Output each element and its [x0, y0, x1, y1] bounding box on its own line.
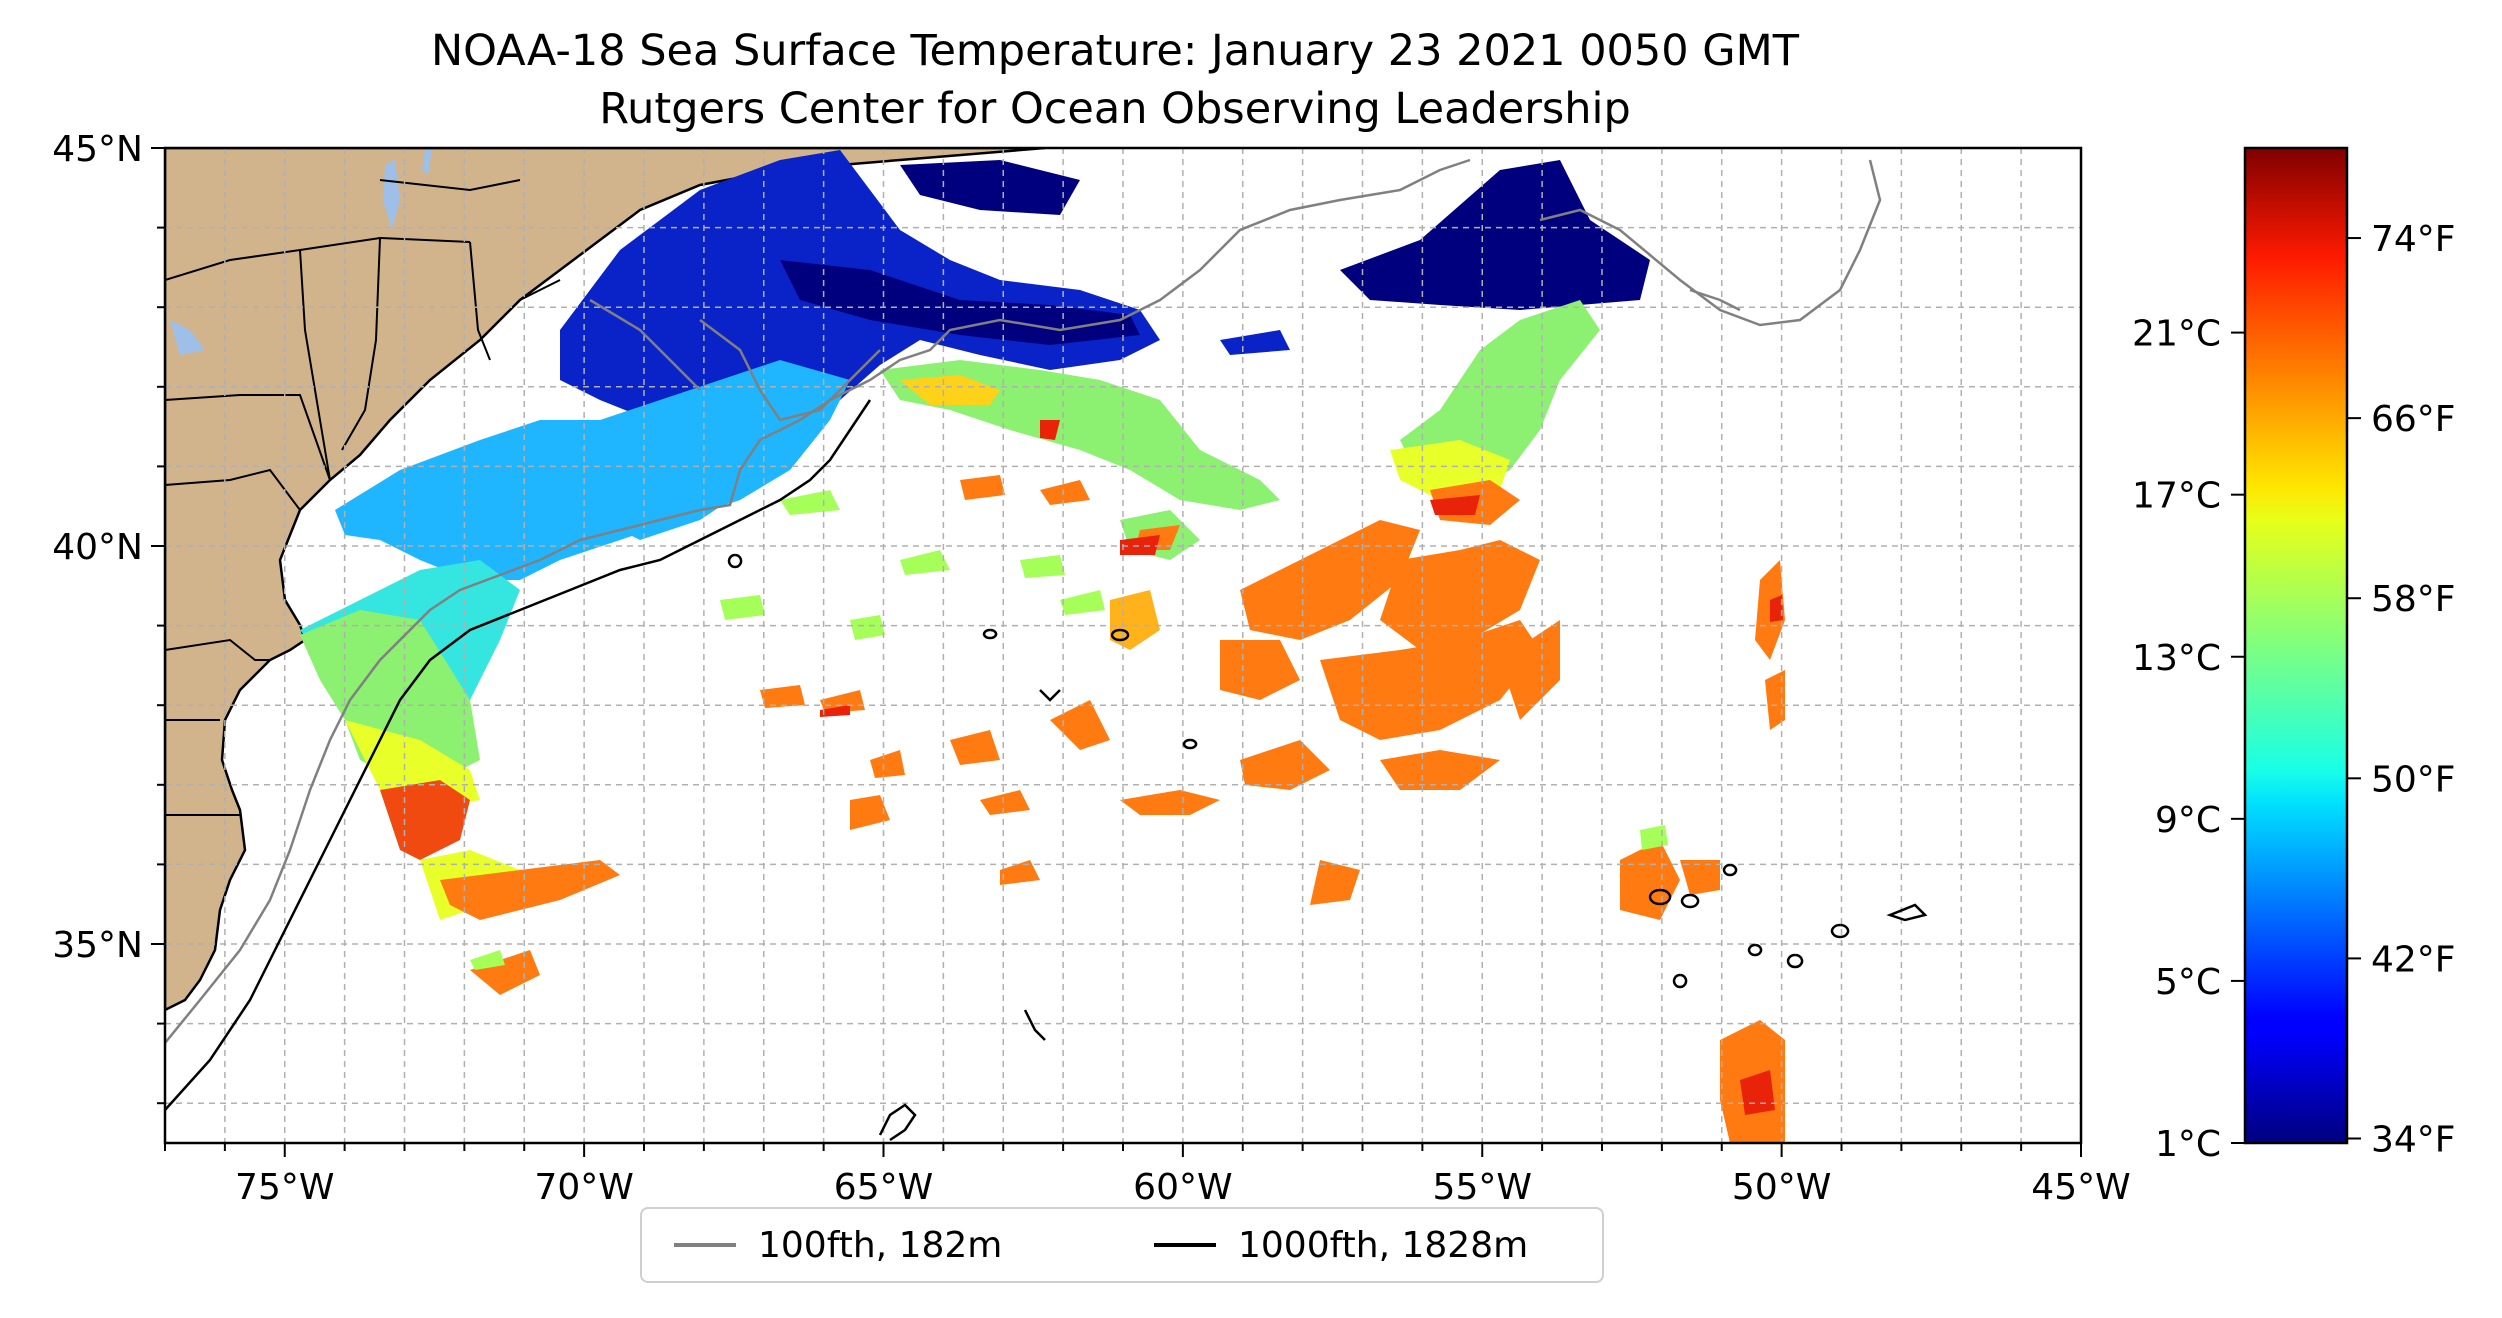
celsius-tick-label: 9°C — [2155, 800, 2221, 841]
latitude-ticks: 35°N 40°N 45°N — [52, 129, 165, 1105]
sst-patch — [440, 860, 620, 920]
sst-patch — [600, 420, 780, 540]
lake — [422, 150, 432, 175]
lat-tick-label: 40°N — [52, 527, 143, 568]
lake — [383, 160, 400, 230]
map-axes: 75°W 70°W 65°W 60°W 55°W 50°W 45°W 35°N 40°N 45°… — [52, 129, 2130, 1208]
sst-patch — [900, 375, 1000, 405]
fahrenheit-ticks: 34°F 42°F 50°F 58°F 66°F 74°F — [2347, 219, 2456, 1160]
sst-patch — [900, 160, 1080, 215]
longitude-ticks: 75°W 70°W 65°W 60°W 55°W 50°W 45°W — [164, 1143, 2131, 1208]
lon-tick-label: 45°W — [2031, 1167, 2130, 1208]
chart-title: NOAA-18 Sea Surface Temperature: January… — [431, 26, 1799, 76]
legend-line-black — [1154, 1243, 1216, 1247]
sst-patch — [380, 780, 470, 860]
hot-patches — [820, 420, 1783, 1115]
celsius-tick-label: 1°C — [2155, 1124, 2221, 1165]
warm-patches — [760, 475, 1785, 1143]
lon-tick-label: 55°W — [1433, 1167, 1532, 1208]
land-mass — [165, 148, 1046, 1012]
sst-patch — [780, 260, 1140, 345]
map-content — [165, 148, 2081, 1143]
sst-patch — [470, 950, 540, 995]
sst-patch — [300, 610, 480, 780]
state-borders — [165, 179, 561, 816]
lon-tick-label: 75°W — [235, 1167, 334, 1208]
celsius-tick-label: 17°C — [2132, 476, 2221, 517]
lake — [170, 320, 205, 355]
sst-patch — [1220, 330, 1290, 355]
celsius-tick-label: 5°C — [2155, 962, 2221, 1003]
legend-label: 1000fth, 1828m — [1238, 1224, 1529, 1266]
fahrenheit-tick-label: 58°F — [2371, 579, 2456, 620]
sst-patch — [1340, 160, 1650, 310]
fahrenheit-tick-label: 42°F — [2371, 939, 2456, 980]
legend-item-100fth: 100fth, 182m — [674, 1209, 1002, 1281]
fahrenheit-tick-label: 50°F — [2371, 759, 2456, 800]
lat-tick-label: 45°N — [52, 129, 143, 170]
legend-item-1000fth: 1000fth, 1828m — [1154, 1209, 1528, 1281]
colorbar: 1°C 5°C 9°C 13°C 17°C 21°C 34°F 42°F 50°F 58°F 66… — [2132, 146, 2456, 1165]
mild-patches — [470, 490, 1668, 970]
chart-subtitle: Rutgers Center for Ocean Observing Leade… — [599, 84, 1631, 134]
celsius-tick-label: 21°C — [2132, 314, 2221, 355]
lon-tick-label: 70°W — [534, 1167, 633, 1208]
celsius-ticks: 1°C 5°C 9°C 13°C 17°C 21°C — [2132, 314, 2245, 1165]
lat-tick-label: 35°N — [52, 925, 143, 966]
celsius-tick-label: 13°C — [2132, 638, 2221, 679]
sst-data — [300, 150, 1785, 1143]
legend-line-gray — [674, 1243, 736, 1247]
isobath-100fth — [165, 158, 1882, 1044]
legend: 100fth, 182m 1000fth, 1828m — [640, 1207, 1604, 1283]
gridlines — [165, 148, 2081, 1143]
lon-tick-label: 60°W — [1133, 1167, 1232, 1208]
lon-tick-label: 50°W — [1732, 1167, 1831, 1208]
fahrenheit-tick-label: 34°F — [2371, 1119, 2456, 1160]
fahrenheit-tick-label: 74°F — [2371, 219, 2456, 260]
lon-tick-label: 65°W — [834, 1167, 933, 1208]
colorbar-frame — [2243, 146, 2349, 1145]
legend-label: 100fth, 182m — [758, 1224, 1003, 1266]
fahrenheit-tick-label: 66°F — [2371, 399, 2456, 440]
colorbar-gradient — [2245, 148, 2347, 1143]
isobath-1000fth — [165, 399, 1928, 1142]
